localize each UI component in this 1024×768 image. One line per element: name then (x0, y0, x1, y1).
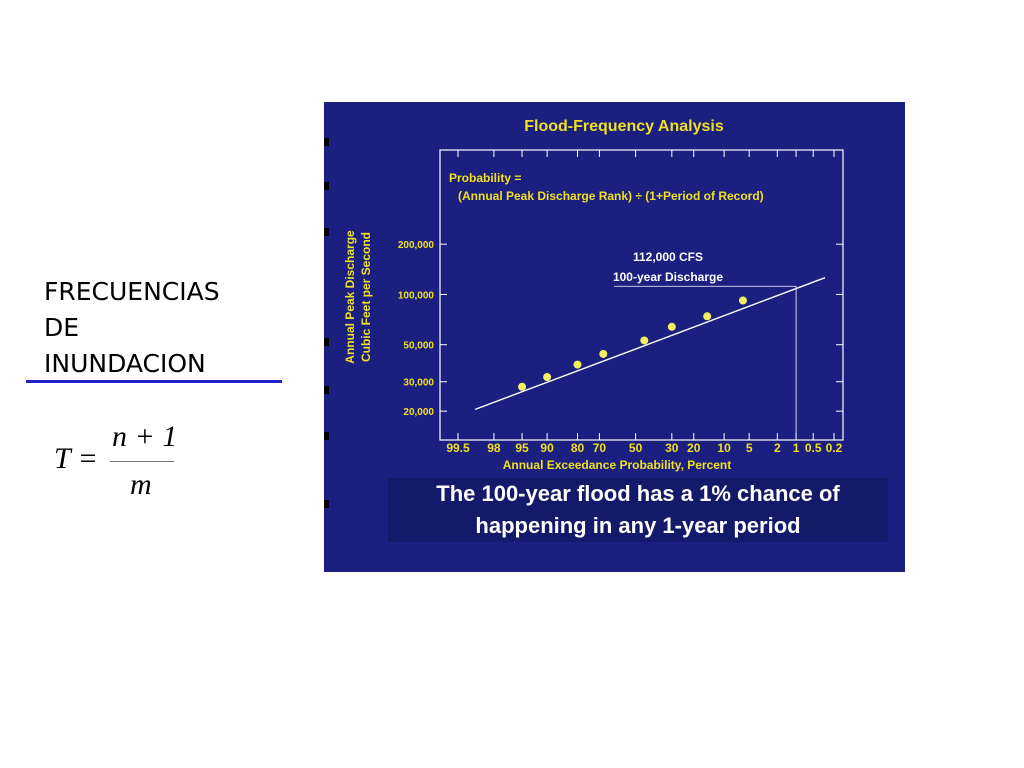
x-tick-group: 99.5 98 95 90 80 70 50 30 20 10 5 2 1 0.5 0.2 (446, 150, 843, 455)
x-tick-label: 99.5 (446, 441, 470, 455)
formula-denominator: m (130, 468, 152, 501)
data-point (599, 349, 608, 358)
chart-title: Flood-Frequency Analysis (524, 118, 724, 135)
x-tick-label: 5 (746, 441, 753, 455)
x-tick-label: 30 (665, 441, 679, 455)
y-axis-title-line-2: Cubic Feet per Second (359, 232, 373, 362)
caption-box: The 100-year flood has a 1% chance of ha… (388, 478, 888, 542)
annotation-line-2: 100-year Discharge (613, 270, 723, 284)
panel-edge-mark (324, 182, 329, 190)
flood-frequency-chart-panel: Flood-Frequency Analysis 99.5 98 95 90 80 70 5… (324, 102, 905, 572)
y-tick-label: 200,000 (398, 240, 435, 251)
plot-frame (439, 149, 844, 441)
data-point (703, 312, 712, 321)
fraction-bar (110, 461, 174, 462)
data-point (573, 360, 582, 369)
y-axis-title-line-1: Annual Peak Discharge (343, 230, 357, 364)
caption-line-2: happening in any 1-year period (475, 513, 801, 538)
panel-edge-mark (324, 138, 329, 146)
formula-line-2: (Annual Peak Discharge Rank) ÷ (1+Period… (458, 189, 764, 203)
return-period-formula: T = n + 1 m (52, 420, 192, 510)
x-tick-label: 0.5 (805, 441, 822, 455)
panel-edge-mark (324, 386, 329, 394)
title-underline (26, 380, 282, 383)
chart-svg: Flood-Frequency Analysis 99.5 98 95 90 80 70 5… (343, 118, 844, 472)
x-tick-label: 90 (540, 441, 554, 455)
panel-edge-mark (324, 338, 329, 346)
data-point (543, 373, 552, 382)
x-tick-label: 80 (571, 441, 585, 455)
panel-edge-mark (324, 228, 329, 236)
y-axis-title: Annual Peak Discharge Cubic Feet per Sec… (343, 230, 373, 364)
formula-lhs: T = (54, 442, 98, 475)
x-tick-label: 1 (793, 441, 800, 455)
formula-numerator: n + 1 (112, 420, 178, 453)
x-tick-label: 98 (487, 441, 501, 455)
data-point (667, 322, 676, 331)
data-point (738, 296, 747, 305)
fit-line (474, 277, 826, 411)
y-tick-label: 20,000 (403, 407, 434, 418)
title-line-3: INUNDACION (44, 349, 206, 378)
x-tick-label: 10 (717, 441, 731, 455)
y-tick-label: 50,000 (403, 341, 434, 352)
x-tick-label: 20 (687, 441, 701, 455)
slide-title: FRECUENCIAS DE INUNDACION (44, 274, 220, 382)
x-tick-label: 70 (593, 441, 607, 455)
panel-edge-mark (324, 500, 329, 508)
data-point (518, 382, 527, 391)
x-tick-label: 2 (774, 441, 781, 455)
formula-line-1: Probability = (449, 171, 521, 185)
y-tick-label: 30,000 (403, 378, 434, 389)
panel-edge-mark (324, 432, 329, 440)
y-tick-label: 100,000 (398, 290, 435, 301)
x-tick-label: 50 (629, 441, 643, 455)
y-tick-group: 20,000 30,000 50,000 100,000 200,000 (398, 240, 843, 418)
title-line-2: DE (44, 313, 80, 342)
caption-line-1: The 100-year flood has a 1% chance of (436, 481, 840, 506)
x-axis-title: Annual Exceedance Probability, Percent (503, 458, 732, 472)
data-points (518, 296, 747, 391)
data-point (640, 336, 649, 345)
x-tick-label: 95 (515, 441, 529, 455)
x-tick-label: 0.2 (826, 441, 843, 455)
title-line-1: FRECUENCIAS (44, 277, 220, 306)
annotation-line-1: 112,000 CFS (633, 250, 703, 264)
